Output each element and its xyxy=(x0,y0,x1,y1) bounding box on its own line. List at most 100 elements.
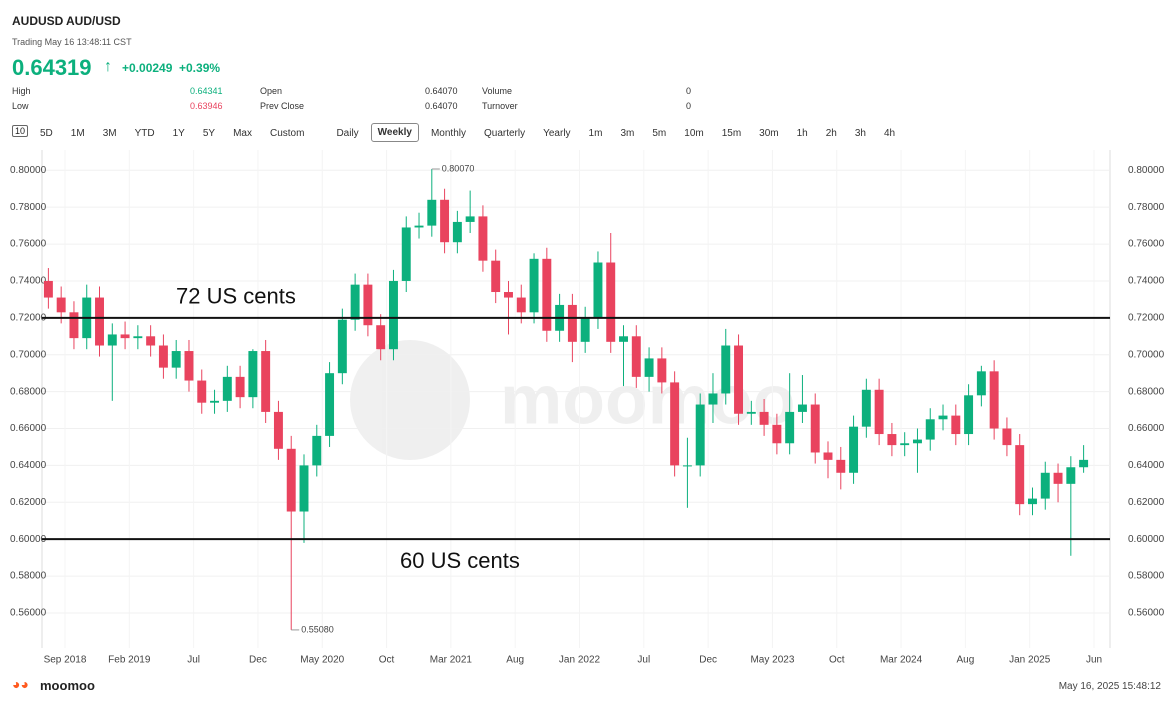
tab[interactable]: 1M xyxy=(70,128,85,139)
tab[interactable]: 3m xyxy=(620,128,635,139)
candle-body xyxy=(1040,472,1050,499)
tab[interactable]: 5D xyxy=(40,128,53,139)
candle-body xyxy=(657,358,667,383)
stat-label: Open xyxy=(260,86,283,96)
candle-body xyxy=(951,415,961,435)
candle-body xyxy=(1079,459,1089,468)
tab[interactable]: 2h xyxy=(825,128,837,139)
candle-body xyxy=(107,334,117,346)
tab[interactable]: 1m xyxy=(588,128,603,139)
tab[interactable]: 5Y xyxy=(202,128,216,139)
candle-body xyxy=(964,395,974,435)
stat-value: 0 xyxy=(686,101,692,111)
candle-body xyxy=(606,262,616,342)
candle-body xyxy=(823,452,833,460)
candle-body xyxy=(491,260,501,293)
candle-body xyxy=(299,465,309,512)
candle-body xyxy=(184,351,194,381)
candle-body xyxy=(593,262,603,318)
tab[interactable]: Yearly xyxy=(543,128,571,139)
max-label: 0.80070 xyxy=(442,163,475,173)
candle-body xyxy=(414,225,424,228)
y-tick-label: 0.76000 xyxy=(10,239,47,250)
tab[interactable]: 5m xyxy=(652,128,667,139)
candle-body xyxy=(529,258,539,313)
tab[interactable]: 30m xyxy=(759,128,779,139)
tab[interactable]: 3M xyxy=(102,128,117,139)
candle-body xyxy=(785,411,795,444)
tab[interactable]: Max xyxy=(233,128,252,139)
candle-body xyxy=(567,304,577,342)
x-tick-label: Aug xyxy=(506,655,524,666)
arrow: ↑ xyxy=(104,58,112,75)
candle-body xyxy=(836,459,846,473)
candle-body xyxy=(695,404,705,466)
y-tick-label-right: 0.56000 xyxy=(1128,608,1165,619)
tab[interactable]: 1h xyxy=(796,128,808,139)
y-tick-label-right: 0.70000 xyxy=(1128,349,1165,360)
tab[interactable]: Custom xyxy=(269,128,305,139)
candle-body xyxy=(133,336,143,339)
calendar-icon[interactable]: 10 xyxy=(12,125,29,137)
y-tick-label: 0.60000 xyxy=(10,534,47,545)
x-tick-label: Jan 2022 xyxy=(559,655,601,666)
candle-body xyxy=(887,434,897,446)
y-tick-label: 0.68000 xyxy=(10,386,47,397)
candle-body xyxy=(759,411,769,425)
candle-body xyxy=(197,380,207,403)
candle-body xyxy=(619,336,628,342)
tab[interactable]: 4h xyxy=(884,128,896,139)
change-pct: +0.39% xyxy=(179,61,221,75)
y-tick-label: 0.62000 xyxy=(10,497,47,508)
tab[interactable]: 15m xyxy=(721,128,742,139)
x-tick-label: Jul xyxy=(637,655,650,666)
x-tick-label: Sep 2018 xyxy=(44,655,87,666)
candle-body xyxy=(734,345,744,414)
candle-body xyxy=(708,393,718,405)
candle-body xyxy=(644,358,654,377)
annotation-label: 60 US cents xyxy=(400,548,520,573)
candle-body xyxy=(516,297,526,313)
annotation-label: 72 US cents xyxy=(176,284,296,309)
change: +0.00249 xyxy=(122,61,173,75)
candle-body xyxy=(273,411,283,449)
x-tick-label: Jun xyxy=(1086,655,1102,666)
x-tick-label: Aug xyxy=(956,655,974,666)
tab[interactable]: 10m xyxy=(684,128,704,139)
tab[interactable]: YTD xyxy=(134,128,155,139)
stat-value: 0.64070 xyxy=(425,86,458,96)
candle-body xyxy=(746,411,756,414)
tab[interactable]: Weekly xyxy=(370,123,419,142)
tab[interactable]: Quarterly xyxy=(483,128,526,139)
y-tick-label-right: 0.64000 xyxy=(1128,460,1165,471)
status: Trading May 16 13:48:11 CST xyxy=(12,37,132,47)
stat-value: 0.63946 xyxy=(190,101,223,111)
y-tick-label: 0.56000 xyxy=(10,608,47,619)
stat-value: 0.64341 xyxy=(190,86,223,96)
y-tick-label: 0.70000 xyxy=(10,349,47,360)
y-tick-label-right: 0.78000 xyxy=(1128,202,1165,213)
stat-value: 0 xyxy=(686,86,692,96)
candle-body xyxy=(849,426,859,473)
brand-logo: ◕◕ xyxy=(12,676,29,692)
candle-body xyxy=(95,297,104,346)
candle-body xyxy=(682,465,692,467)
candle-body xyxy=(325,373,335,436)
tab[interactable]: Monthly xyxy=(430,128,466,139)
candle-body xyxy=(146,336,156,346)
x-tick-label: May 2023 xyxy=(750,655,794,666)
y-tick-label-right: 0.60000 xyxy=(1128,534,1165,545)
y-tick-label-right: 0.76000 xyxy=(1128,239,1165,250)
candle-body xyxy=(861,389,871,427)
candle-body xyxy=(171,351,181,368)
tab[interactable]: Daily xyxy=(336,128,359,139)
candle-body xyxy=(235,376,245,398)
tab[interactable]: 1Y xyxy=(172,128,185,139)
candle-body xyxy=(286,448,296,512)
candle-body xyxy=(465,216,475,222)
x-tick-label: Jan 2025 xyxy=(1009,655,1051,666)
tab[interactable]: 3h xyxy=(854,128,866,139)
y-tick-label-right: 0.74000 xyxy=(1128,276,1165,287)
y-tick-label-right: 0.58000 xyxy=(1128,571,1165,582)
